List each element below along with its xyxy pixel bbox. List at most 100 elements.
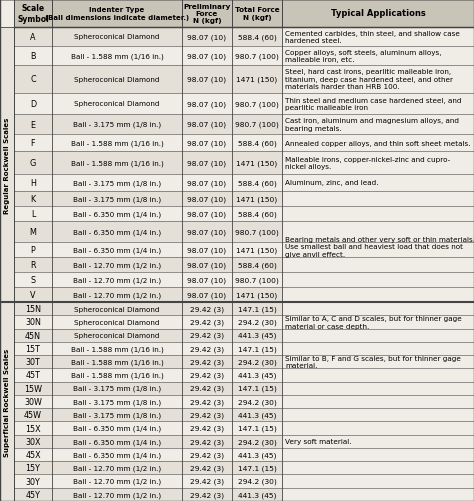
Text: Ball - 12.70 mm (1/2 in.): Ball - 12.70 mm (1/2 in.) [73,464,161,471]
Text: 294.2 (30): 294.2 (30) [237,478,276,484]
Text: K: K [30,194,36,203]
Text: L: L [31,209,35,218]
Text: V: V [30,291,36,300]
Text: Ball - 6.350 mm (1/4 in.): Ball - 6.350 mm (1/4 in.) [73,246,161,253]
Text: 980.7 (100): 980.7 (100) [235,122,279,128]
Text: 29.42 (3): 29.42 (3) [190,398,224,405]
Text: 15Y: 15Y [26,463,40,472]
Text: P: P [31,245,36,254]
Bar [14,316,282,329]
Text: 294.2 (30): 294.2 (30) [237,438,276,445]
Text: 15W: 15W [24,384,42,393]
Text: Thin steel and medium case hardened steel, and
pearlitic malleable iron: Thin steel and medium case hardened stee… [285,97,462,111]
Text: 441.3 (45): 441.3 (45) [238,412,276,418]
Text: 980.7 (100): 980.7 (100) [235,228,279,235]
Text: Spheroconical Diamond: Spheroconical Diamond [74,306,160,312]
Bar [0,303,14,501]
Text: Ball - 3.175 mm (1/8 in.): Ball - 3.175 mm (1/8 in.) [73,122,161,128]
Text: 29.42 (3): 29.42 (3) [190,425,224,431]
Text: Ball - 1.588 mm (1/16 in.): Ball - 1.588 mm (1/16 in.) [71,359,164,365]
Text: 147.1 (15): 147.1 (15) [237,385,276,392]
Text: Ball - 12.70 mm (1/2 in.): Ball - 12.70 mm (1/2 in.) [73,262,161,268]
Text: 98.07 (10): 98.07 (10) [187,53,227,60]
Bar [14,94,282,114]
Text: 1471 (150): 1471 (150) [237,292,278,298]
Text: 1471 (150): 1471 (150) [237,160,278,166]
Text: G: G [30,159,36,168]
Text: 98.07 (10): 98.07 (10) [187,160,227,166]
Text: Ball - 12.70 mm (1/2 in.): Ball - 12.70 mm (1/2 in.) [73,292,161,298]
Text: 98.07 (10): 98.07 (10) [187,246,227,253]
Text: Regular Rockwell Scales: Regular Rockwell Scales [4,117,10,213]
Text: 980.7 (100): 980.7 (100) [235,53,279,60]
Text: D: D [30,100,36,109]
Text: Spheroconical Diamond: Spheroconical Diamond [74,77,160,83]
Text: 30Y: 30Y [26,476,40,485]
Text: H: H [30,178,36,187]
Text: C: C [30,75,36,84]
Bar [14,221,282,242]
Bar [0,28,14,303]
Text: Aluminum, zinc, and lead.: Aluminum, zinc, and lead. [285,180,379,186]
Bar [14,288,282,303]
Bar [14,135,282,152]
Bar [282,28,474,303]
Text: 45N: 45N [25,331,41,340]
Text: Ball - 12.70 mm (1/2 in.): Ball - 12.70 mm (1/2 in.) [73,277,161,283]
Text: F: F [31,139,35,148]
Text: 980.7 (100): 980.7 (100) [235,277,279,283]
Text: 29.42 (3): 29.42 (3) [190,359,224,365]
Bar [14,273,282,288]
Text: 29.42 (3): 29.42 (3) [190,332,224,339]
Bar [14,242,282,258]
Text: Ball - 6.350 mm (1/4 in.): Ball - 6.350 mm (1/4 in.) [73,211,161,217]
Bar [14,382,282,395]
Bar [14,474,282,488]
Bar [14,342,282,355]
Text: 441.3 (45): 441.3 (45) [238,332,276,339]
Text: 15T: 15T [26,344,40,353]
Text: S: S [30,276,36,285]
Text: Ball - 6.350 mm (1/4 in.): Ball - 6.350 mm (1/4 in.) [73,451,161,458]
Text: 29.42 (3): 29.42 (3) [190,412,224,418]
Text: E: E [30,120,36,129]
Bar [14,174,282,191]
Bar [14,191,282,206]
Text: 588.4 (60): 588.4 (60) [237,180,276,186]
Text: Similar to A, C and D scales, but for thinner gage
material or case depth.: Similar to A, C and D scales, but for th… [285,316,462,329]
Bar [14,206,282,221]
Text: 588.4 (60): 588.4 (60) [237,140,276,147]
Text: 30N: 30N [25,318,41,327]
Bar [14,435,282,448]
Text: 441.3 (45): 441.3 (45) [238,451,276,458]
Text: 98.07 (10): 98.07 (10) [187,292,227,298]
Text: 98.07 (10): 98.07 (10) [187,122,227,128]
Text: 29.42 (3): 29.42 (3) [190,385,224,392]
Text: Copper alloys, soft steels, aluminum alloys,
malleable iron, etc.: Copper alloys, soft steels, aluminum all… [285,50,441,63]
Text: 98.07 (10): 98.07 (10) [187,228,227,235]
Text: 98.07 (10): 98.07 (10) [187,262,227,268]
Bar [14,329,282,342]
Text: 29.42 (3): 29.42 (3) [190,451,224,458]
Text: Ball - 1.588 mm (1/16 in.): Ball - 1.588 mm (1/16 in.) [71,53,164,60]
Text: M: M [29,227,36,236]
Text: 147.1 (15): 147.1 (15) [237,425,276,431]
Text: Spheroconical Diamond: Spheroconical Diamond [74,35,160,41]
Text: Ball - 12.70 mm (1/2 in.): Ball - 12.70 mm (1/2 in.) [73,478,161,484]
Text: Preliminary
Force
N (kgf): Preliminary Force N (kgf) [183,4,231,24]
Text: Spheroconical Diamond: Spheroconical Diamond [74,101,160,107]
Text: Malleable irons, copper-nickel-zinc and cupro-
nickel alloys.: Malleable irons, copper-nickel-zinc and … [285,156,450,170]
Text: Ball - 3.175 mm (1/8 in.): Ball - 3.175 mm (1/8 in.) [73,180,161,186]
Text: 980.7 (100): 980.7 (100) [235,101,279,107]
Text: 147.1 (15): 147.1 (15) [237,464,276,471]
Text: Ball - 6.350 mm (1/4 in.): Ball - 6.350 mm (1/4 in.) [73,438,161,445]
Text: 98.07 (10): 98.07 (10) [187,277,227,283]
Text: 98.07 (10): 98.07 (10) [187,140,227,147]
Text: 294.2 (30): 294.2 (30) [237,398,276,405]
Text: 147.1 (15): 147.1 (15) [237,346,276,352]
Text: 441.3 (45): 441.3 (45) [238,372,276,378]
Bar [14,448,282,461]
Text: Ball - 3.175 mm (1/8 in.): Ball - 3.175 mm (1/8 in.) [73,412,161,418]
Bar [14,258,282,273]
Text: Ball - 1.588 mm (1/16 in.): Ball - 1.588 mm (1/16 in.) [71,160,164,166]
